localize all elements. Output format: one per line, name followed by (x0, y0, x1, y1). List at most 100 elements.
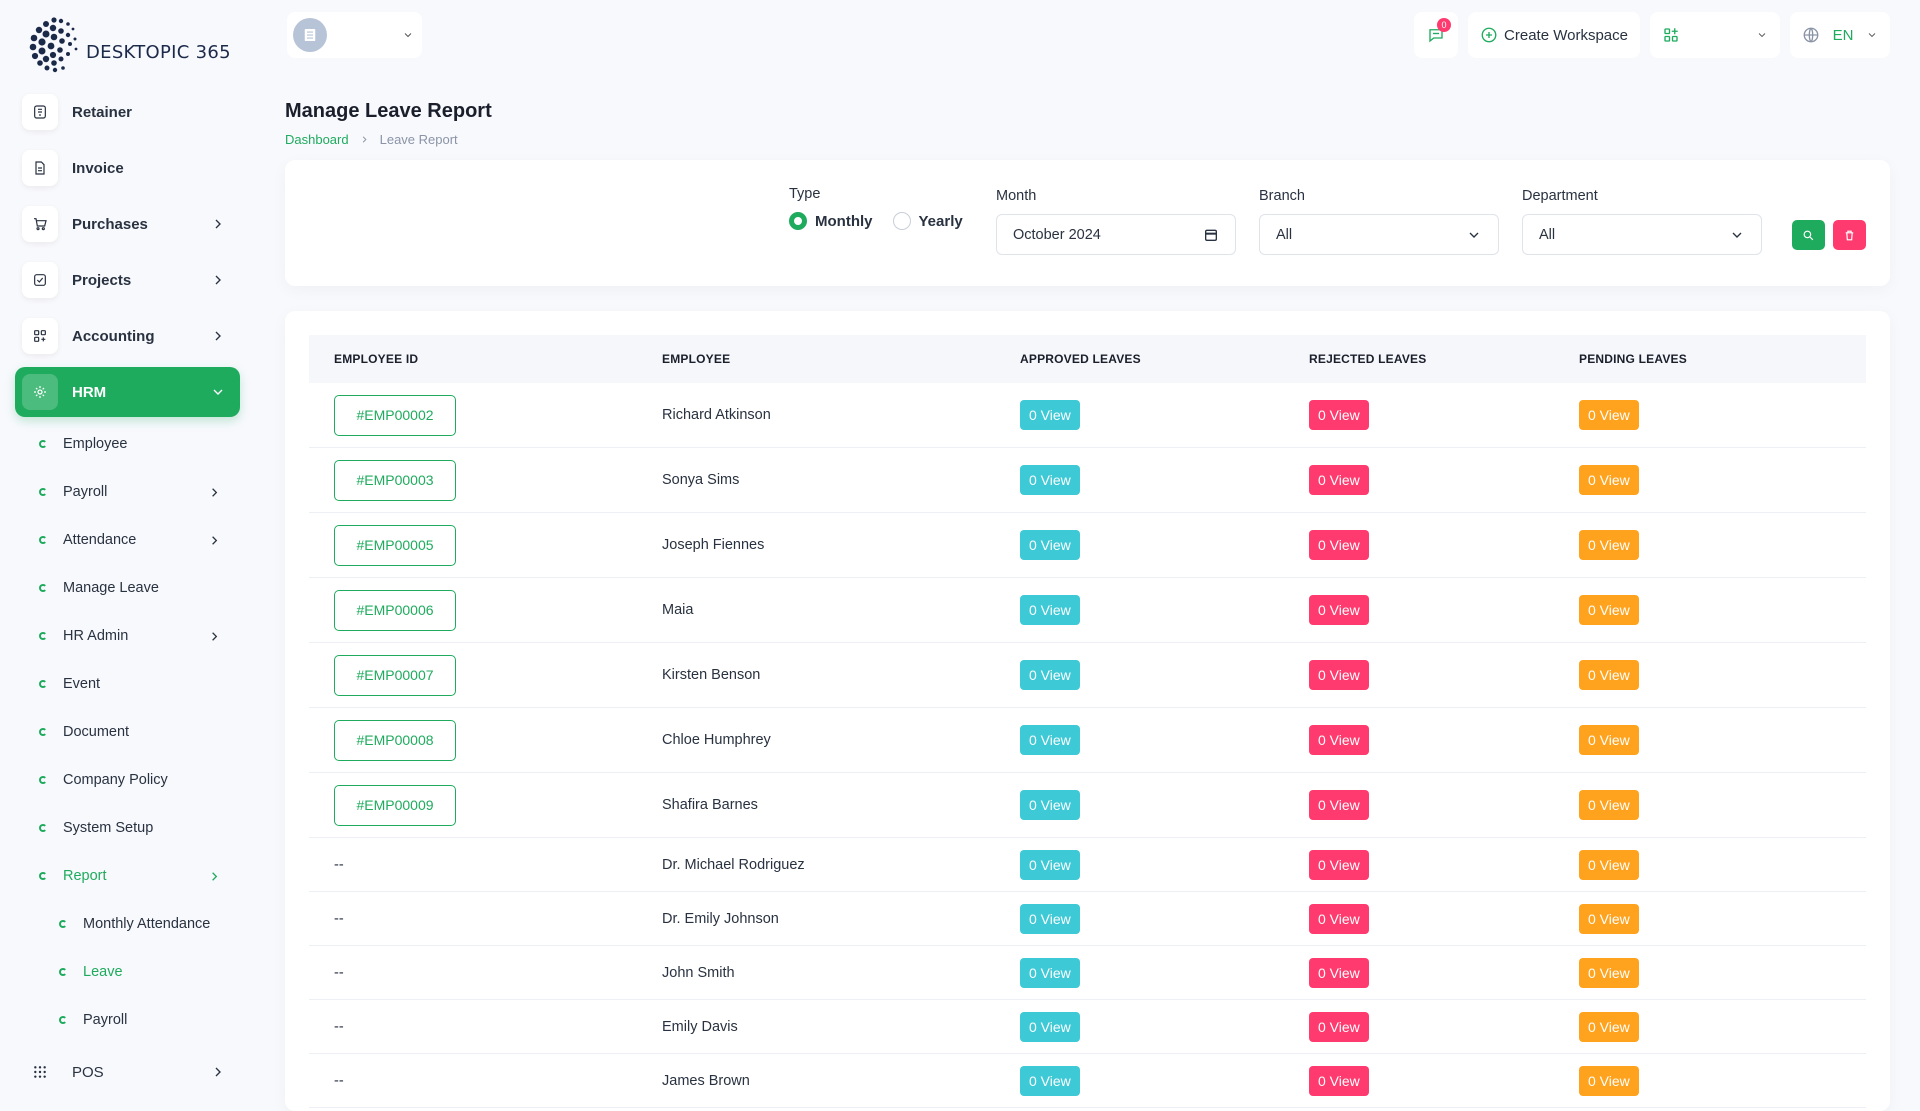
submenu-label: Manage Leave (63, 580, 159, 596)
hrm-submenu: Employee Payroll Attendance Manage Leave… (15, 420, 240, 1044)
rejected-view-button[interactable]: 0 View (1309, 957, 1369, 988)
submenu-item-report-payroll[interactable]: Payroll (59, 996, 240, 1044)
employee-id-empty: -- (334, 1018, 344, 1035)
search-button[interactable] (1792, 220, 1825, 250)
workspace-selector[interactable] (287, 12, 422, 58)
rejected-view-button[interactable]: 0 View (1309, 465, 1369, 495)
employee-id-button[interactable]: #EMP00002 (334, 394, 456, 436)
employee-id-button[interactable]: #EMP00006 (334, 589, 456, 631)
breadcrumb-home-link[interactable]: Dashboard (285, 132, 349, 147)
rejected-view-button[interactable]: 0 View (1309, 1011, 1369, 1042)
chevron-right-icon (215, 1067, 221, 1077)
employee-id-button[interactable]: #EMP00008 (334, 719, 456, 761)
pending-view-button[interactable]: 0 View (1579, 465, 1639, 495)
calendar-icon (1205, 229, 1217, 241)
header-rejected-leaves: REJECTED LEAVES (1309, 352, 1427, 366)
sidebar-item-hrm[interactable]: HRM (15, 367, 240, 417)
submenu-item-system-setup[interactable]: System Setup (39, 804, 240, 852)
pending-view-button[interactable]: 0 View (1579, 1065, 1639, 1096)
sidebar-item-pos[interactable]: POS (15, 1044, 240, 1100)
chevron-down-icon (1732, 232, 1742, 238)
rejected-view-button[interactable]: 0 View (1309, 400, 1369, 430)
type-yearly-radio[interactable]: Yearly (892, 212, 963, 230)
bullet-icon (39, 584, 47, 592)
pending-view-button[interactable]: 0 View (1579, 660, 1639, 690)
brand-logo[interactable]: DESKTOPIC 365 (24, 12, 231, 76)
approved-view-button[interactable]: 0 View (1020, 400, 1080, 430)
pending-view-button[interactable]: 0 View (1579, 790, 1639, 820)
table-row: #EMP00008 Chloe Humphrey 0 View 0 View 0 Vie… (309, 708, 1866, 773)
department-select[interactable]: All (1522, 214, 1762, 255)
pending-view-button[interactable]: 0 View (1579, 725, 1639, 755)
rejected-view-button[interactable]: 0 View (1309, 725, 1369, 755)
submenu-item-employee[interactable]: Employee (39, 420, 240, 468)
table-row: -- John Smith 0 View 0 View 0 View (309, 946, 1866, 1000)
submenu-item-event[interactable]: Event (39, 660, 240, 708)
submenu-item-monthly-attendance[interactable]: Monthly Attendance (59, 900, 240, 948)
submenu-item-company-policy[interactable]: Company Policy (39, 756, 240, 804)
branch-select[interactable]: All (1259, 214, 1499, 255)
rejected-view-button[interactable]: 0 View (1309, 1065, 1369, 1096)
submenu-item-manage-leave[interactable]: Manage Leave (39, 564, 240, 612)
approved-view-button[interactable]: 0 View (1020, 903, 1080, 934)
employee-name: Emily Davis (662, 1018, 738, 1035)
submenu-item-leave[interactable]: Leave (59, 948, 240, 996)
submenu-item-payroll[interactable]: Payroll (39, 468, 240, 516)
breadcrumb: Dashboard Leave Report (285, 132, 458, 147)
pending-view-button[interactable]: 0 View (1579, 1011, 1639, 1042)
pending-view-button[interactable]: 0 View (1579, 595, 1639, 625)
approved-view-button[interactable]: 0 View (1020, 790, 1080, 820)
globe-icon (1803, 27, 1819, 43)
approved-view-button[interactable]: 0 View (1020, 1065, 1080, 1096)
pending-view-button[interactable]: 0 View (1579, 400, 1639, 430)
sidebar-item-projects[interactable]: Projects (15, 252, 240, 308)
rejected-view-button[interactable]: 0 View (1309, 595, 1369, 625)
employee-id-button[interactable]: #EMP00003 (334, 459, 456, 501)
approved-view-button[interactable]: 0 View (1020, 530, 1080, 560)
top-bar: 0 Create Workspace EN (285, 12, 1890, 58)
approved-view-button[interactable]: 0 View (1020, 660, 1080, 690)
pending-view-button[interactable]: 0 View (1579, 849, 1639, 880)
rejected-view-button[interactable]: 0 View (1309, 660, 1369, 690)
branch-filter: Branch All (1259, 188, 1499, 255)
grid-icon (22, 318, 58, 354)
approved-view-button[interactable]: 0 View (1020, 1011, 1080, 1042)
apps-menu-button[interactable] (1650, 12, 1780, 58)
create-workspace-button[interactable]: Create Workspace (1468, 12, 1640, 58)
pending-view-button[interactable]: 0 View (1579, 530, 1639, 560)
chevron-right-icon (362, 136, 367, 143)
employee-id-button[interactable]: #EMP00009 (334, 784, 456, 826)
approved-view-button[interactable]: 0 View (1020, 465, 1080, 495)
radio-checked-icon (789, 212, 807, 230)
month-input[interactable]: October 2024 (996, 214, 1236, 255)
table-row: -- Dr. Michael Rodriguez 0 View 0 View 0 Vie… (309, 838, 1866, 892)
messages-button[interactable]: 0 (1414, 12, 1459, 58)
submenu-item-report[interactable]: Report (39, 852, 240, 900)
rejected-view-button[interactable]: 0 View (1309, 530, 1369, 560)
approved-view-button[interactable]: 0 View (1020, 595, 1080, 625)
sidebar-item-retainer[interactable]: Retainer (15, 84, 240, 140)
type-monthly-radio[interactable]: Monthly (789, 212, 873, 230)
rejected-view-button[interactable]: 0 View (1309, 903, 1369, 934)
sidebar-item-invoice[interactable]: Invoice (15, 140, 240, 196)
trash-icon (1845, 230, 1854, 240)
branch-value: All (1276, 226, 1293, 243)
submenu-item-hr-admin[interactable]: HR Admin (39, 612, 240, 660)
employee-id-button[interactable]: #EMP00005 (334, 524, 456, 566)
language-selector[interactable]: EN (1790, 12, 1890, 58)
reset-button[interactable] (1833, 220, 1866, 250)
header-actions: 0 Create Workspace EN (1414, 12, 1890, 58)
pending-view-button[interactable]: 0 View (1579, 957, 1639, 988)
approved-view-button[interactable]: 0 View (1020, 957, 1080, 988)
submenu-item-document[interactable]: Document (39, 708, 240, 756)
sidebar-item-label: Accounting (72, 327, 155, 345)
rejected-view-button[interactable]: 0 View (1309, 849, 1369, 880)
approved-view-button[interactable]: 0 View (1020, 725, 1080, 755)
employee-id-button[interactable]: #EMP00007 (334, 654, 456, 696)
approved-view-button[interactable]: 0 View (1020, 849, 1080, 880)
submenu-item-attendance[interactable]: Attendance (39, 516, 240, 564)
sidebar-item-accounting[interactable]: Accounting (15, 308, 240, 364)
pending-view-button[interactable]: 0 View (1579, 903, 1639, 934)
sidebar-item-purchases[interactable]: Purchases (15, 196, 240, 252)
rejected-view-button[interactable]: 0 View (1309, 790, 1369, 820)
